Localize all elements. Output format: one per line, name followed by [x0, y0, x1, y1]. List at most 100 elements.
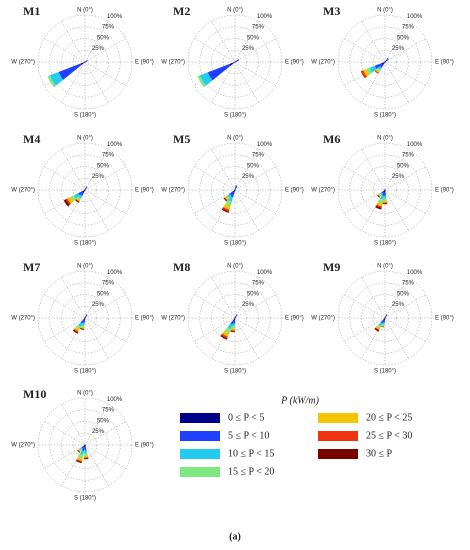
spoke	[61, 404, 86, 446]
spoke	[234, 166, 276, 191]
r-tick-label: 100%	[257, 142, 273, 148]
ring	[223, 50, 247, 74]
legend-swatch	[318, 431, 358, 441]
direction-label: E (90°)	[135, 188, 154, 194]
spoke	[44, 317, 86, 342]
spoke	[234, 61, 259, 103]
spoke	[361, 189, 386, 231]
spoke	[211, 61, 236, 103]
r-tick-label: 100%	[407, 14, 423, 20]
legend-swatch	[180, 467, 220, 477]
rose-segment	[235, 185, 238, 188]
chart-title: M10	[23, 387, 46, 401]
spoke	[384, 317, 409, 359]
rose-segment	[80, 61, 86, 66]
rose-segment	[83, 458, 89, 460]
direction-label: W (270°)	[311, 60, 335, 66]
r-tick-label: 25%	[92, 302, 105, 308]
legend-label: 10 ≤ P < 15	[228, 448, 274, 459]
spoke	[384, 294, 426, 319]
spoke	[384, 277, 409, 319]
ring	[211, 294, 259, 342]
r-tick-label: 25%	[92, 429, 105, 435]
ring	[349, 282, 421, 354]
rose-segment	[197, 75, 206, 88]
spoke	[384, 38, 426, 63]
spoke	[361, 61, 386, 103]
direction-label: W (270°)	[311, 188, 335, 194]
spoke	[384, 61, 426, 86]
spoke	[234, 317, 276, 342]
r-tick-label: 50%	[247, 291, 260, 297]
ring	[199, 26, 271, 98]
ring	[49, 154, 121, 226]
spoke	[84, 294, 126, 319]
rose-segment	[85, 314, 88, 317]
legend-title: P (kW/m)	[280, 395, 320, 406]
chart-title: M9	[323, 260, 340, 274]
spoke	[84, 277, 109, 319]
spoke	[44, 421, 86, 446]
r-tick-label: 100%	[257, 270, 273, 276]
ring	[73, 178, 97, 202]
spoke	[61, 21, 86, 63]
spoke	[84, 21, 109, 63]
spoke	[234, 294, 276, 319]
rose-segment	[360, 70, 367, 79]
r-tick-label: 25%	[242, 174, 255, 180]
spoke	[344, 317, 386, 342]
spoke	[234, 189, 259, 231]
r-tick-label: 100%	[107, 397, 123, 403]
direction-label: W (270°)	[11, 60, 35, 66]
r-tick-label: 100%	[107, 270, 123, 276]
spoke	[44, 166, 86, 191]
spoke	[234, 277, 259, 319]
direction-label: E (90°)	[285, 188, 304, 194]
spoke	[211, 149, 236, 191]
direction-label: S (180°)	[374, 241, 396, 247]
ring	[349, 154, 421, 226]
spoke	[234, 38, 276, 63]
ring	[337, 14, 433, 110]
rose-segment	[220, 334, 228, 340]
ring	[199, 282, 271, 354]
ring	[49, 282, 121, 354]
legend-label: 15 ≤ P < 20	[228, 466, 274, 477]
spoke	[344, 189, 386, 214]
r-tick-label: 75%	[102, 408, 115, 414]
direction-label: N (0°)	[227, 8, 243, 14]
spoke	[61, 444, 86, 486]
r-tick-label: 50%	[247, 35, 260, 41]
ring	[187, 270, 283, 366]
chart-title: M6	[323, 132, 340, 146]
spoke	[61, 149, 86, 191]
direction-label: N (0°)	[77, 264, 93, 270]
direction-label: S (180°)	[74, 241, 96, 247]
direction-label: E (90°)	[135, 443, 154, 449]
direction-label: W (270°)	[311, 316, 335, 322]
r-tick-label: 100%	[257, 14, 273, 20]
direction-label: W (270°)	[11, 316, 35, 322]
spoke	[194, 38, 236, 63]
r-tick-label: 25%	[392, 46, 405, 52]
direction-label: E (90°)	[435, 188, 454, 194]
ring	[361, 38, 409, 86]
ring	[61, 166, 109, 214]
r-tick-label: 25%	[92, 174, 105, 180]
chart-title: M7	[23, 260, 40, 274]
r-tick-label: 25%	[242, 302, 255, 308]
direction-label: W (270°)	[11, 443, 35, 449]
caption: (a)	[229, 531, 241, 542]
ring	[187, 142, 283, 238]
spoke	[61, 277, 86, 319]
spoke	[211, 317, 236, 359]
ring	[37, 270, 133, 366]
spoke	[384, 189, 426, 214]
ring	[349, 26, 421, 98]
ring	[61, 294, 109, 342]
ring	[373, 50, 397, 74]
rose-segment	[74, 199, 80, 203]
spoke	[384, 317, 426, 342]
direction-label: S (180°)	[74, 496, 96, 502]
